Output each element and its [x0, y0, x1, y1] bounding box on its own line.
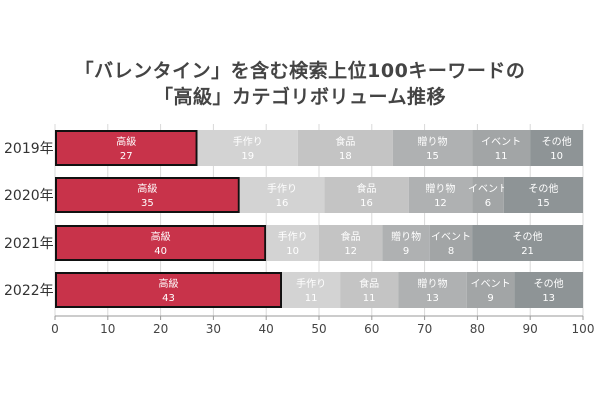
bar-segment — [408, 177, 473, 213]
segment-value-label: 13 — [542, 293, 555, 304]
segment-value-label: 11 — [495, 151, 508, 162]
bar-segment — [429, 225, 473, 261]
bar-segment — [55, 177, 240, 213]
segment-value-label: 21 — [521, 246, 534, 257]
segment-name-label: 高級 — [137, 182, 157, 195]
bar-segment — [340, 272, 399, 308]
segment-value-label: 16 — [276, 198, 289, 209]
category-label: 2021年 — [4, 236, 54, 252]
segment-name-label: その他 — [513, 230, 543, 243]
segment-value-label: 15 — [426, 151, 439, 162]
x-tick-label: 40 — [259, 322, 274, 336]
segment-name-label: 食品 — [359, 277, 379, 290]
category-label: 2020年 — [4, 188, 54, 204]
segment-name-label: 食品 — [341, 230, 361, 243]
category-label: 2019年 — [4, 141, 54, 157]
segment-name-label: 手作り — [267, 182, 297, 195]
bar-segment — [382, 225, 430, 261]
bar-segment — [503, 177, 583, 213]
bar-segment — [472, 130, 531, 166]
bar-segment — [472, 177, 504, 213]
bar-segment — [472, 225, 583, 261]
segment-name-label: その他 — [528, 182, 558, 195]
segment-value-label: 27 — [120, 151, 133, 162]
bar-segment — [514, 272, 583, 308]
segment-value-label: 12 — [344, 246, 357, 257]
segment-value-label: 9 — [403, 246, 409, 257]
segment-value-label: 16 — [360, 198, 373, 209]
x-tick-label: 50 — [311, 322, 326, 336]
x-tick-label: 30 — [206, 322, 221, 336]
segment-name-label: 食品 — [335, 135, 355, 148]
bar-segment — [297, 130, 393, 166]
segment-name-label: 贈り物 — [418, 135, 448, 148]
bar-segment — [466, 272, 515, 308]
segment-name-label: イベント — [471, 278, 511, 290]
segment-name-label: 贈り物 — [418, 277, 448, 290]
segment-name-label: イベント — [431, 231, 471, 243]
segment-value-label: 11 — [363, 293, 376, 304]
bar-segment — [319, 225, 383, 261]
bar-segment — [398, 272, 467, 308]
segment-value-label: 12 — [434, 198, 447, 209]
segment-value-label: 43 — [162, 293, 175, 304]
bar-segment — [55, 272, 283, 308]
segment-name-label: 手作り — [278, 230, 308, 243]
bar-segment — [239, 177, 325, 213]
bar-segment — [55, 225, 267, 261]
segment-name-label: イベント — [481, 136, 521, 148]
segment-name-label: 贈り物 — [425, 182, 455, 195]
bar-segment — [282, 272, 341, 308]
segment-name-label: その他 — [534, 277, 564, 290]
segment-name-label: 手作り — [296, 277, 326, 290]
segment-value-label: 11 — [305, 293, 318, 304]
segment-name-label: 高級 — [151, 230, 171, 243]
x-tick-label: 90 — [523, 322, 538, 336]
segment-value-label: 8 — [448, 246, 454, 257]
segment-value-label: 13 — [426, 293, 439, 304]
bar-segment — [197, 130, 298, 166]
segment-name-label: 食品 — [357, 182, 377, 195]
segment-name-label: 高級 — [116, 135, 136, 148]
segment-value-label: 10 — [286, 246, 299, 257]
segment-name-label: 贈り物 — [391, 230, 421, 243]
bar-segment — [55, 130, 198, 166]
segment-name-label: イベント — [468, 183, 508, 195]
segment-value-label: 40 — [154, 246, 167, 257]
category-label: 2022年 — [4, 283, 54, 299]
x-tick-label: 70 — [417, 322, 432, 336]
segment-value-label: 15 — [537, 198, 550, 209]
segment-name-label: 高級 — [159, 277, 179, 290]
x-tick-label: 0 — [51, 322, 59, 336]
segment-value-label: 9 — [487, 293, 493, 304]
x-tick-label: 20 — [153, 322, 168, 336]
chart-title-line-2: 「高級」カテゴリボリューム推移 — [154, 86, 446, 108]
chart-title: 「バレンタイン」を含む検索上位100キーワードの 「高級」カテゴリボリューム推移 — [0, 58, 600, 110]
bar-segment — [266, 225, 319, 261]
x-tick-label: 60 — [364, 322, 379, 336]
segment-value-label: 6 — [485, 198, 491, 209]
x-tick-label: 10 — [100, 322, 115, 336]
chart-title-line-1: 「バレンタイン」を含む検索上位100キーワードの — [74, 60, 526, 82]
segment-value-label: 18 — [339, 151, 352, 162]
bar-segment — [530, 130, 583, 166]
segment-value-label: 19 — [241, 151, 254, 162]
bar-segment — [392, 130, 473, 166]
x-tick-label: 100 — [572, 322, 595, 336]
segment-value-label: 10 — [550, 151, 563, 162]
x-tick-label: 80 — [470, 322, 485, 336]
bar-segment — [324, 177, 409, 213]
segment-value-label: 35 — [141, 198, 154, 209]
segment-name-label: 手作り — [233, 135, 263, 148]
segment-name-label: その他 — [542, 135, 572, 148]
